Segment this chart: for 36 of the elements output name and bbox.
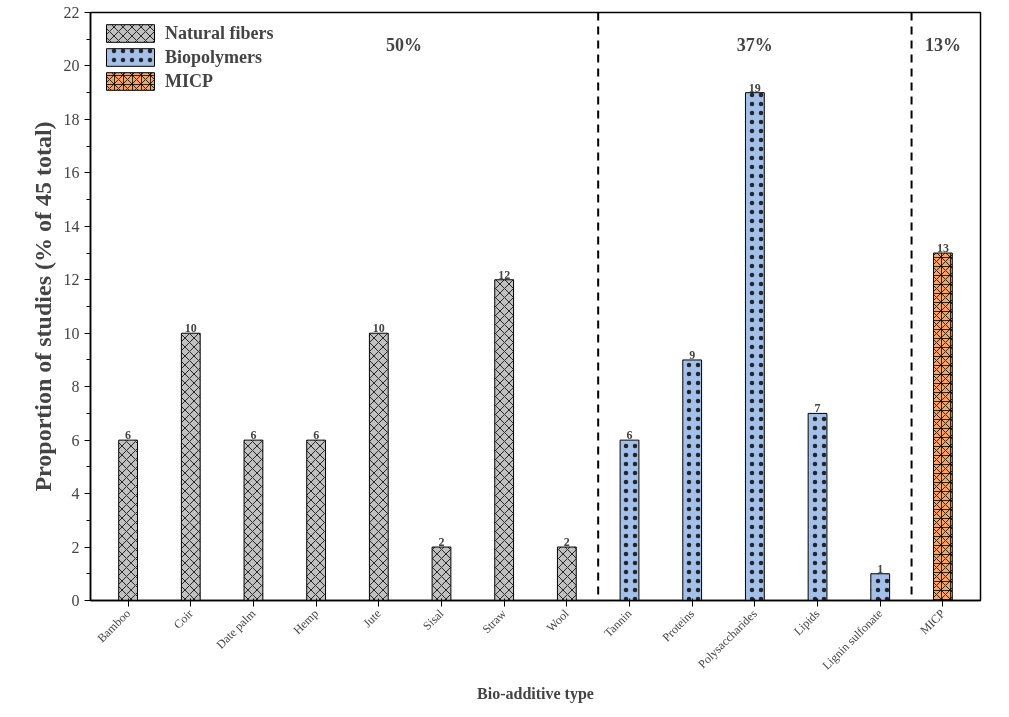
y-tick-label: 2 — [71, 538, 80, 556]
y-tick-label: 8 — [71, 378, 80, 396]
x-axis-title: Bio-additive type — [477, 685, 594, 704]
annotation: 50% — [385, 34, 422, 55]
data-label: 10 — [184, 321, 197, 336]
data-label: 2 — [438, 535, 445, 550]
legend-label: Natural fibers — [165, 22, 274, 44]
legend-label: MICP — [165, 70, 213, 92]
x-tick-label: Jute — [360, 606, 384, 631]
data-label: 6 — [313, 428, 320, 443]
data-label: 13 — [936, 241, 949, 256]
data-label: 19 — [748, 80, 761, 95]
y-tick-label: 18 — [63, 110, 80, 128]
data-label: 12 — [498, 267, 511, 282]
data-label: 6 — [125, 428, 132, 443]
legend-label: Biopolymers — [165, 46, 262, 68]
annotation: 37% — [736, 34, 773, 55]
data-label: 2 — [563, 535, 570, 550]
annotation: 13% — [924, 34, 961, 55]
data-label: 1 — [877, 561, 884, 576]
data-label: 6 — [250, 428, 257, 443]
y-tick-label: 16 — [63, 164, 80, 182]
data-label: 7 — [814, 401, 821, 416]
data-label: 6 — [626, 428, 633, 443]
y-tick-label: 14 — [63, 217, 80, 235]
y-tick-label: 12 — [63, 271, 80, 289]
y-axis-title: Proportion of studies (% of 45 total) — [29, 121, 56, 492]
y-tick-label: 0 — [71, 592, 80, 609]
y-tick-label: 22 — [63, 4, 80, 21]
data-label: 10 — [372, 321, 385, 336]
x-tick-label: Coir — [170, 606, 196, 632]
data-label: 9 — [689, 347, 696, 362]
y-tick-label: 6 — [71, 431, 80, 449]
y-tick-label: 20 — [63, 57, 80, 75]
y-tick-label: 4 — [71, 485, 80, 503]
y-tick-label: 10 — [63, 324, 80, 342]
